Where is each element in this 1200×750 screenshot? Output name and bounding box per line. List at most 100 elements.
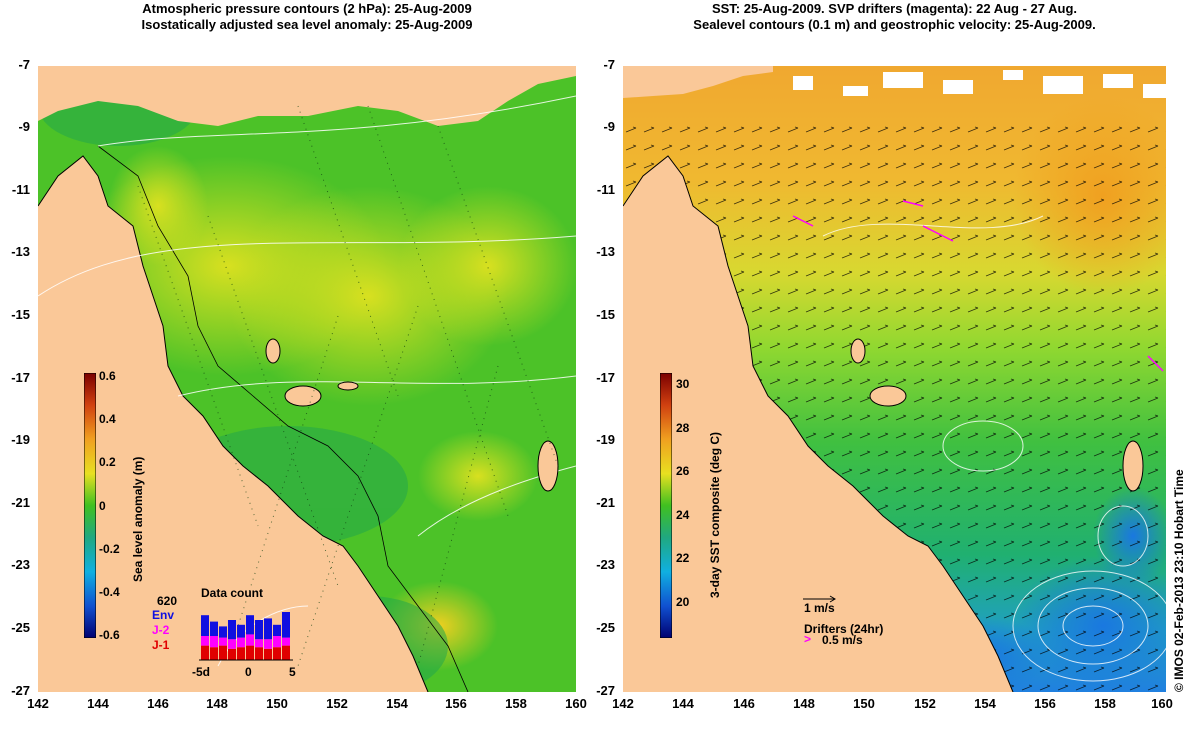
left-xtick: 152 [317,696,357,711]
data-count-histogram [199,603,294,663]
histogram-bar [228,620,236,639]
left-xtick: 142 [18,696,58,711]
histogram-bar [255,639,263,647]
right-ytick: -17 [591,370,615,385]
left-ytick: -19 [6,432,30,447]
histogram-bar [201,636,209,646]
right-title-line1: SST: 25-Aug-2009. SVP drifters (magenta)… [623,1,1166,17]
left-title-line2: Isostatically adjusted sea level anomaly… [38,17,576,33]
histogram-bar [255,647,263,660]
left-ytick: -25 [6,620,30,635]
data-count-max: 620 [157,594,177,608]
right-xtick: 142 [603,696,643,711]
legend-j2: J-2 [152,623,169,637]
right-panel-title: SST: 25-Aug-2009. SVP drifters (magenta)… [623,1,1166,33]
left-ytick: -21 [6,495,30,510]
sla-tick: 0.4 [99,412,116,426]
left-xtick: 148 [197,696,237,711]
right-title-line2: Sealevel contours (0.1 m) and geostrophi… [623,17,1166,33]
sla-tick: 0.2 [99,455,116,469]
histogram-bar [219,626,227,637]
histogram-bar [219,646,227,660]
histogram-bar [255,620,263,639]
sla-tick: -0.2 [99,542,120,556]
histogram-bar [237,625,245,638]
left-ytick: -15 [6,307,30,322]
sst-colorbar-title: 3-day SST composite (deg C) [708,432,722,598]
left-xtick: 146 [138,696,178,711]
histogram-bar [201,615,209,636]
histogram-bar [273,625,281,636]
histogram-bar [264,618,272,639]
histogram-bar [273,647,281,660]
right-xtick: 146 [724,696,764,711]
histogram-bar [282,646,290,660]
right-ytick: -21 [591,495,615,510]
sla-tick: -0.6 [99,628,120,642]
right-xtick: 160 [1142,696,1182,711]
left-ytick: -13 [6,244,30,259]
right-ytick: -9 [591,119,615,134]
right-ytick: -13 [591,244,615,259]
left-ytick: -11 [6,182,30,197]
drifters-arrow-icon: > [804,632,811,646]
sst-tick: 26 [676,464,689,478]
sst-tick: 28 [676,421,689,435]
right-xtick: 148 [784,696,824,711]
histogram-bar [282,612,290,638]
left-ytick: -23 [6,557,30,572]
histogram-bar [264,639,272,649]
data-count-title: Data count [201,586,263,600]
sst-tick: 24 [676,508,689,522]
legend-env: Env [152,608,174,622]
right-ytick: -11 [591,182,615,197]
right-ytick: -23 [591,557,615,572]
histogram-bar [219,638,227,646]
right-xtick: 154 [965,696,1005,711]
copyright-notice: © IMOS 02-Feb-2013 23:10 Hobart Time [1172,469,1186,692]
histogram-bar [282,638,290,646]
right-xtick: 156 [1025,696,1065,711]
left-xtick: 144 [78,696,118,711]
left-ytick: -9 [6,119,30,134]
right-map[interactable] [623,66,1166,692]
histogram-bar [246,615,254,634]
histogram-bar [273,636,281,647]
left-title-line1: Atmospheric pressure contours (2 hPa): 2… [38,1,576,17]
right-xtick: 158 [1085,696,1125,711]
left-xtick: 154 [377,696,417,711]
velocity-scale-label: 1 m/s [804,601,835,615]
right-xtick: 144 [663,696,703,711]
left-xtick: 158 [496,696,536,711]
left-ytick: -17 [6,370,30,385]
histogram-bar [210,647,218,660]
histogram-bar [264,649,272,660]
right-xtick: 152 [905,696,945,711]
sla-colorbar-title: Sea level anomaly (m) [131,457,145,582]
left-ytick: -7 [6,57,30,72]
sst-tick: 30 [676,377,689,391]
data-count-xtick: 0 [245,665,252,679]
histogram-bar [228,639,236,649]
histogram-bar [210,636,218,647]
histogram-bar [237,647,245,660]
sst-colorbar [660,373,672,638]
left-xtick: 160 [556,696,596,711]
sla-colorbar [84,373,96,638]
sst-tick: 22 [676,551,689,565]
sla-tick: 0.6 [99,369,116,383]
drifters-scale-label: 0.5 m/s [822,633,863,647]
right-xtick: 150 [844,696,884,711]
histogram-bar [228,649,236,660]
right-ytick: -7 [591,57,615,72]
data-count-xtick: 5 [289,665,296,679]
left-xtick: 150 [257,696,297,711]
sla-tick: -0.4 [99,585,120,599]
right-ytick: -19 [591,432,615,447]
histogram-bar [210,622,218,636]
left-xtick: 156 [436,696,476,711]
histogram-bar [246,634,254,645]
histogram-bar [237,638,245,648]
right-ytick: -15 [591,307,615,322]
histogram-bar [201,646,209,660]
